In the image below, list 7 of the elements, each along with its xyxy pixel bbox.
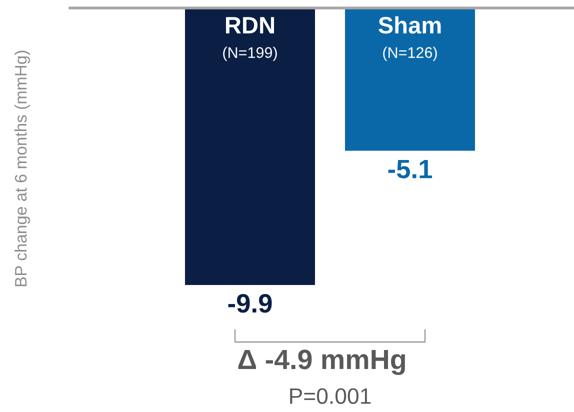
y-axis-title: BP change at 6 months (mmHg) — [14, 50, 30, 286]
x-tick-label: RDN (N=199) — [223, 17, 277, 62]
text: P=0.001 — [290, 388, 371, 404]
text: Δ -4.9 mmHg — [238, 350, 405, 375]
data-label: -5.1 — [388, 160, 432, 178]
data-label: -9.9 — [228, 294, 272, 313]
x-tick-label: Sham (N=126) — [378, 16, 441, 62]
